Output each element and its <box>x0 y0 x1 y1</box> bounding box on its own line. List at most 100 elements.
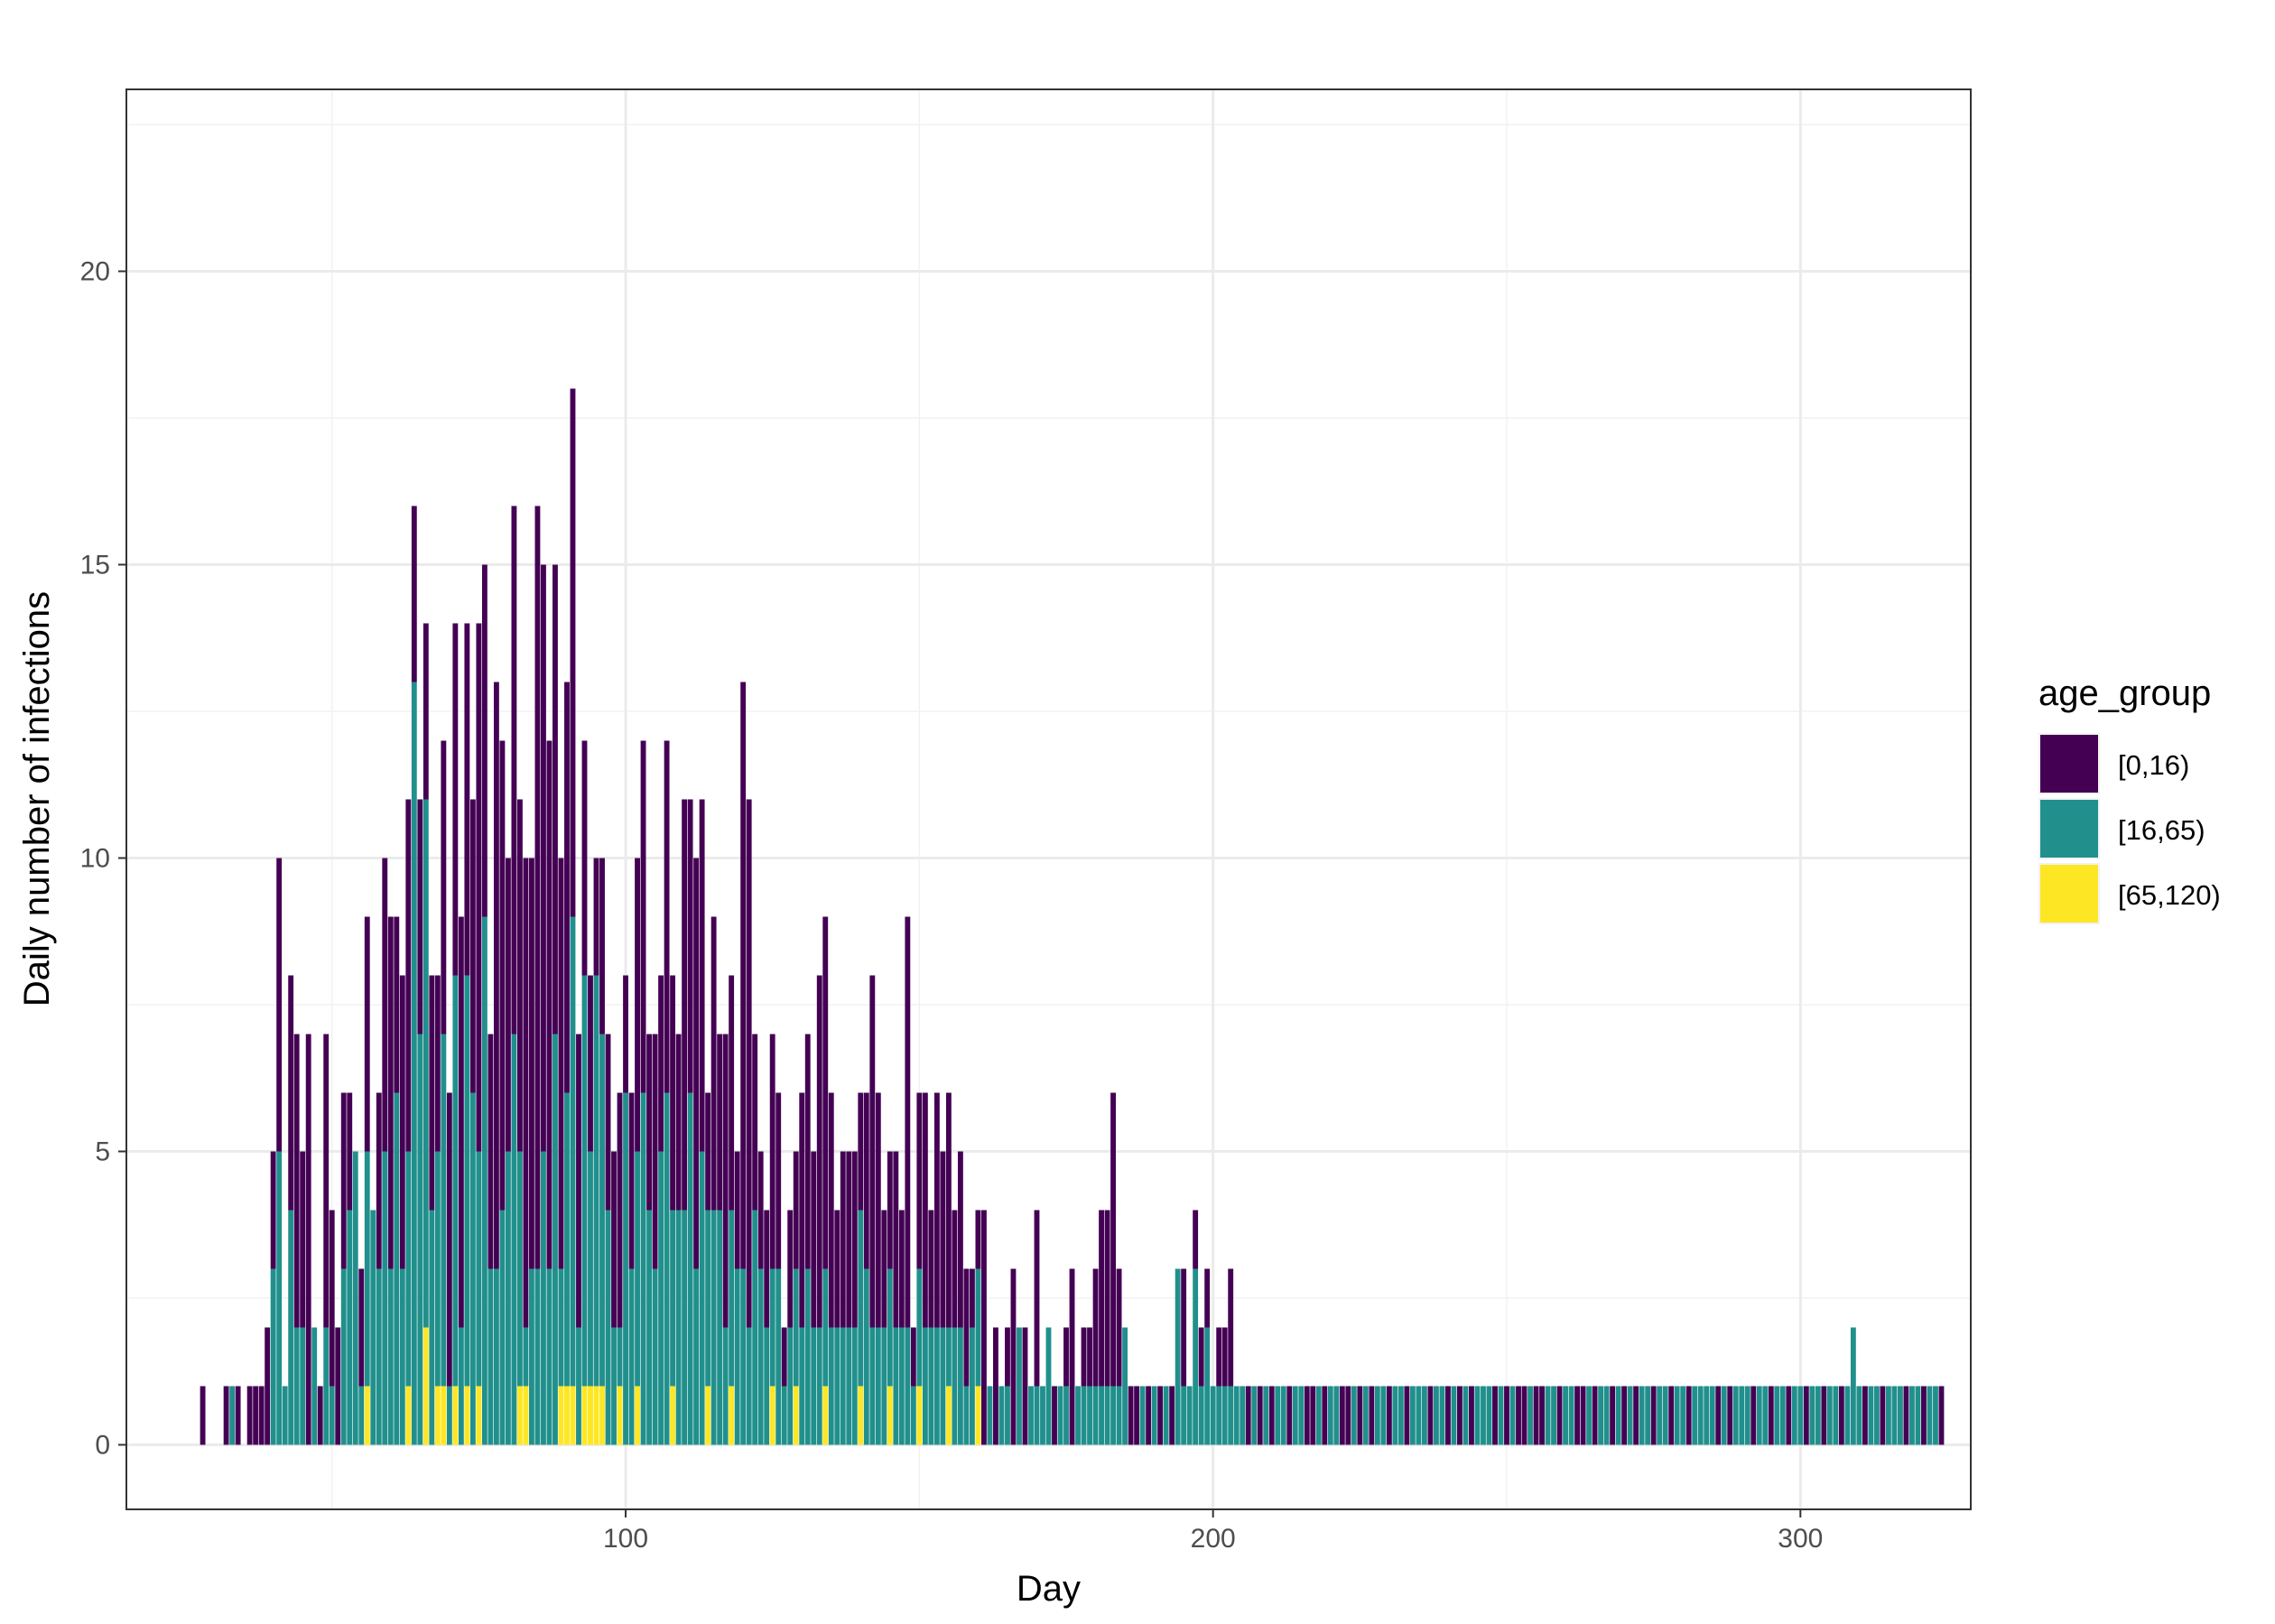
y-tick-label: 10 <box>80 844 110 874</box>
bar-age-16-65 <box>1005 1386 1010 1445</box>
bar-age-0-16 <box>963 1268 970 1387</box>
bar-age-65-120 <box>822 1386 829 1445</box>
bar-age-0-16 <box>952 1210 958 1328</box>
bar-age-0-16 <box>1010 1268 1017 1445</box>
bar-age-0-16 <box>200 1386 206 1445</box>
bar-age-65-120 <box>588 1386 593 1445</box>
bar-age-16-65 <box>1779 1386 1786 1445</box>
bar-age-0-16 <box>1786 1386 1792 1445</box>
bar-age-65-120 <box>434 1386 441 1445</box>
bar-age-16-65 <box>1374 1386 1380 1445</box>
bar-age-16-65 <box>1040 1386 1045 1445</box>
bar-age-0-16 <box>481 564 488 917</box>
bar-age-16-65 <box>1732 1386 1739 1445</box>
bar-age-0-16 <box>558 858 564 1269</box>
bar-age-16-65 <box>729 1210 735 1387</box>
bar-age-16-65 <box>1116 1386 1122 1445</box>
bar-age-16-65 <box>282 1386 288 1445</box>
bar-age-65-120 <box>516 1386 523 1445</box>
bar-age-16-65 <box>1856 1386 1862 1445</box>
bar-age-16-65 <box>740 1268 747 1445</box>
bar-age-65-120 <box>793 1386 799 1445</box>
bar-age-0-16 <box>1204 1268 1211 1328</box>
bar-age-0-16 <box>605 1034 611 1211</box>
bar-age-16-65 <box>928 1327 934 1445</box>
bar-age-16-65 <box>1104 1386 1110 1445</box>
bar-age-0-16 <box>1650 1386 1657 1445</box>
plot-panel <box>125 88 1972 1510</box>
bar-age-16-65 <box>1721 1386 1727 1445</box>
bar-age-16-65 <box>1193 1268 1199 1445</box>
bar-age-16-65 <box>722 1327 729 1445</box>
bar-age-16-65 <box>1774 1386 1780 1445</box>
bar-age-16-65 <box>340 1268 347 1445</box>
bar-age-0-16 <box>869 975 876 1328</box>
bar-age-16-65 <box>905 1327 911 1445</box>
bar-age-16-65 <box>1598 1386 1604 1445</box>
bar-age-16-65 <box>1251 1386 1258 1445</box>
bar-age-16-65 <box>858 1210 864 1387</box>
bar-age-65-120 <box>441 1386 447 1445</box>
bar-age-0-16 <box>1063 1327 1069 1387</box>
bar-age-0-16 <box>1228 1268 1234 1387</box>
bar-age-0-16 <box>235 1386 241 1445</box>
bar-age-16-65 <box>1586 1386 1592 1445</box>
bar-age-16-65 <box>1704 1386 1710 1445</box>
bar-age-16-65 <box>1327 1386 1333 1445</box>
bar-age-65-120 <box>405 1386 412 1445</box>
bar-age-16-65 <box>311 1327 318 1445</box>
bar-age-16-65 <box>1017 1327 1022 1445</box>
bar-age-0-16 <box>1052 1386 1057 1445</box>
bar-age-0-16 <box>452 623 459 976</box>
bar-age-0-16 <box>628 1092 635 1269</box>
bar-age-16-65 <box>811 1327 817 1445</box>
bar-age-0-16 <box>933 1092 940 1328</box>
bar-age-0-16 <box>417 799 423 1035</box>
bar-age-0-16 <box>916 1092 923 1269</box>
bar-age-0-16 <box>1386 1386 1392 1445</box>
bar-age-0-16 <box>652 1034 658 1269</box>
bar-age-16-65 <box>441 1034 447 1387</box>
bar-age-0-16 <box>717 1034 723 1211</box>
bar-age-0-16 <box>781 1327 787 1387</box>
bar-age-16-65 <box>1868 1386 1874 1445</box>
bar-age-16-65 <box>1298 1386 1305 1445</box>
bar-age-16-65 <box>1362 1386 1369 1445</box>
bar-age-16-65 <box>605 1210 611 1445</box>
bar-age-0-16 <box>541 564 546 1152</box>
bar-age-16-65 <box>329 1386 335 1445</box>
bar-age-16-65 <box>434 1151 441 1387</box>
bar-age-0-16 <box>1556 1386 1563 1445</box>
bar-age-0-16 <box>640 740 646 1093</box>
bar-age-0-16 <box>922 1092 928 1328</box>
bar-age-16-65 <box>1709 1386 1715 1445</box>
bar-age-16-65 <box>347 1210 353 1445</box>
bar-age-16-65 <box>893 1327 899 1445</box>
bar-age-16-65 <box>405 1151 412 1387</box>
bar-age-0-16 <box>840 1151 846 1328</box>
bar-age-0-16 <box>1521 1386 1528 1445</box>
x-axis-title: Day <box>1017 1569 1081 1609</box>
bar-age-16-65 <box>1416 1386 1422 1445</box>
bar-age-65-120 <box>916 1386 923 1445</box>
bar-age-16-65 <box>975 1268 981 1387</box>
bar-age-16-65 <box>364 1151 370 1387</box>
bar-age-0-16 <box>422 623 429 800</box>
bar-age-0-16 <box>1310 1386 1316 1445</box>
bar-age-0-16 <box>846 1151 852 1328</box>
bar-age-16-65 <box>576 1327 581 1445</box>
bar-age-16-65 <box>764 1327 770 1445</box>
bar-age-16-65 <box>1057 1386 1063 1445</box>
bar-age-0-16 <box>875 1092 881 1328</box>
bar-age-0-16 <box>1821 1386 1827 1445</box>
bar-age-65-120 <box>729 1386 735 1445</box>
bar-age-16-65 <box>846 1327 852 1445</box>
bar-age-16-65 <box>781 1386 787 1445</box>
y-axis-title: Daily number of infections <box>17 591 57 1007</box>
bar-age-0-16 <box>265 1327 271 1445</box>
bar-age-16-65 <box>1873 1386 1880 1445</box>
bar-age-16-65 <box>816 1327 822 1445</box>
bar-age-0-16 <box>564 682 570 1093</box>
bar-age-16-65 <box>1826 1386 1833 1445</box>
bar-age-0-16 <box>1685 1386 1692 1445</box>
